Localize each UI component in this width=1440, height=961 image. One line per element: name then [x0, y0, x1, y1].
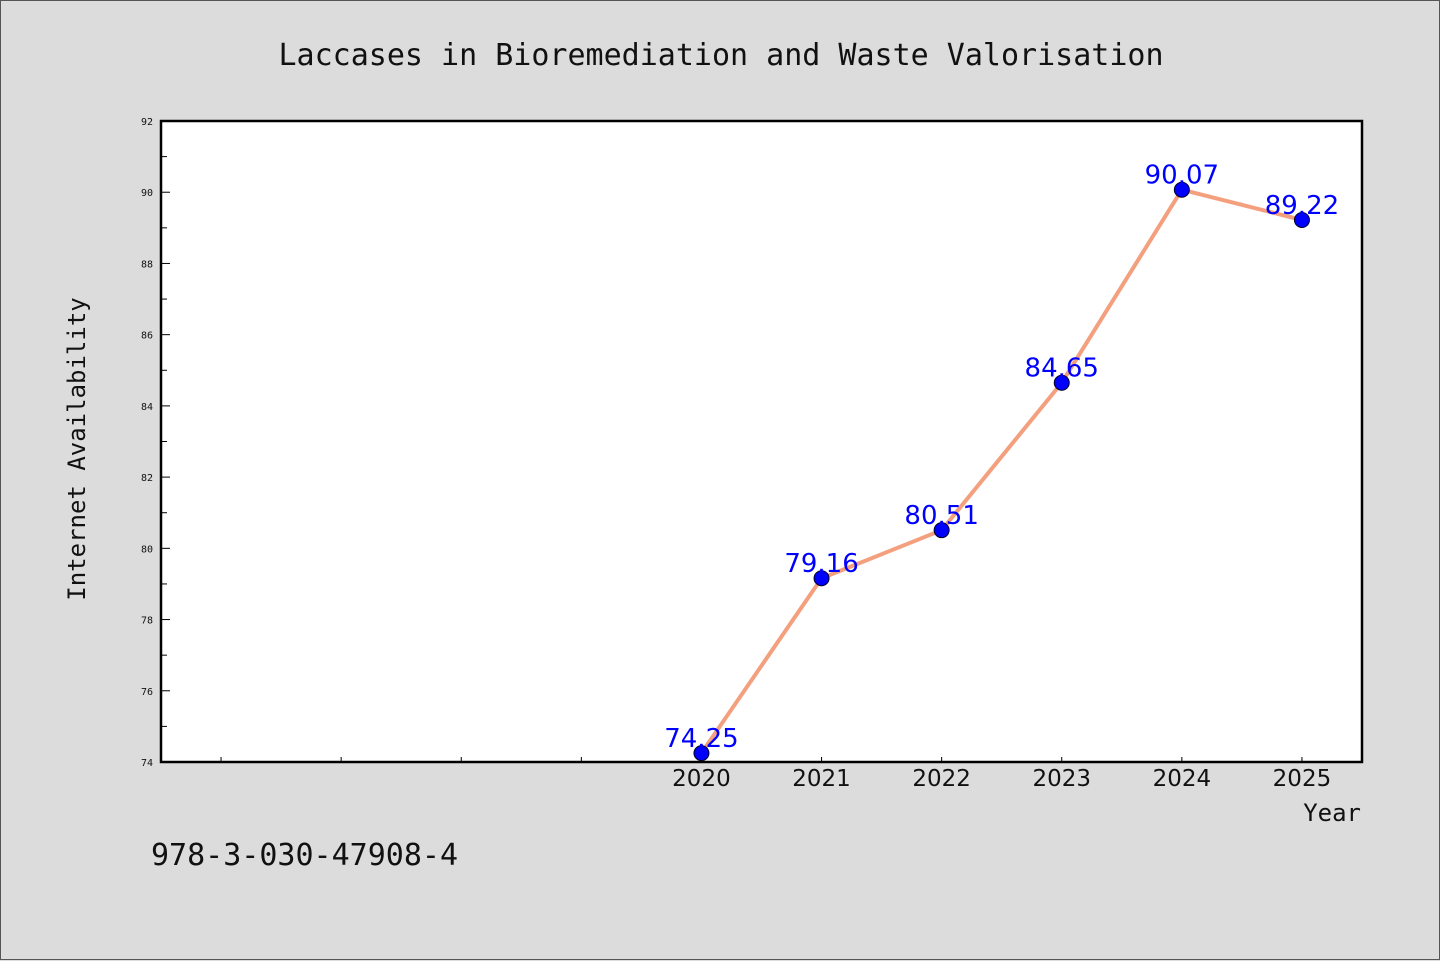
x-tick-label: 2024 — [1153, 766, 1212, 792]
y-axis-label: Internet Availability — [63, 297, 91, 600]
series-line — [699, 187, 1303, 755]
isbn-label: 978-3-030-47908-4 — [151, 838, 458, 873]
y-axis: 74 76 78 80 82 84 86 88 90 92 — [141, 117, 170, 769]
y-tick-label: 86 — [141, 331, 153, 342]
x-tick-label: 2022 — [912, 766, 971, 792]
data-point — [813, 570, 830, 587]
y-tick-label: 90 — [141, 188, 153, 199]
y-tick-label: 84 — [141, 402, 153, 413]
data-label: 84.65 — [1025, 354, 1099, 384]
x-tick-label: 2021 — [792, 766, 851, 792]
data-series: 74.25 79.16 80.51 84.65 90.07 89.22 — [664, 161, 1339, 762]
y-tick-label: 74 — [141, 758, 153, 769]
data-point — [693, 745, 710, 762]
x-tick-label: 2020 — [672, 766, 731, 792]
y-tick-label: 82 — [141, 473, 153, 484]
plot-area — [159, 119, 1364, 764]
data-label: 80.51 — [904, 501, 978, 531]
data-point — [1173, 181, 1190, 198]
data-point — [1053, 374, 1070, 391]
x-tick-label: 2023 — [1032, 766, 1091, 792]
y-tick-label: 92 — [141, 117, 153, 128]
x-tick-label: 2025 — [1273, 766, 1332, 792]
data-point — [1293, 211, 1310, 228]
y-tick-label: 80 — [141, 544, 153, 555]
data-label: 74.25 — [664, 724, 738, 754]
data-point — [933, 522, 950, 539]
x-axis-label: Year — [1303, 799, 1361, 827]
data-label: 79.16 — [784, 549, 858, 579]
y-tick-label: 88 — [141, 259, 153, 270]
chart-title: Laccases in Bioremediation and Waste Val… — [278, 38, 1163, 73]
x-axis: 2020 2021 2022 2023 2024 2025 — [220, 757, 1332, 792]
data-label: 90.07 — [1145, 161, 1219, 191]
y-tick-label: 78 — [141, 616, 153, 627]
y-tick-label: 76 — [141, 687, 153, 698]
data-label: 89.22 — [1265, 191, 1339, 221]
